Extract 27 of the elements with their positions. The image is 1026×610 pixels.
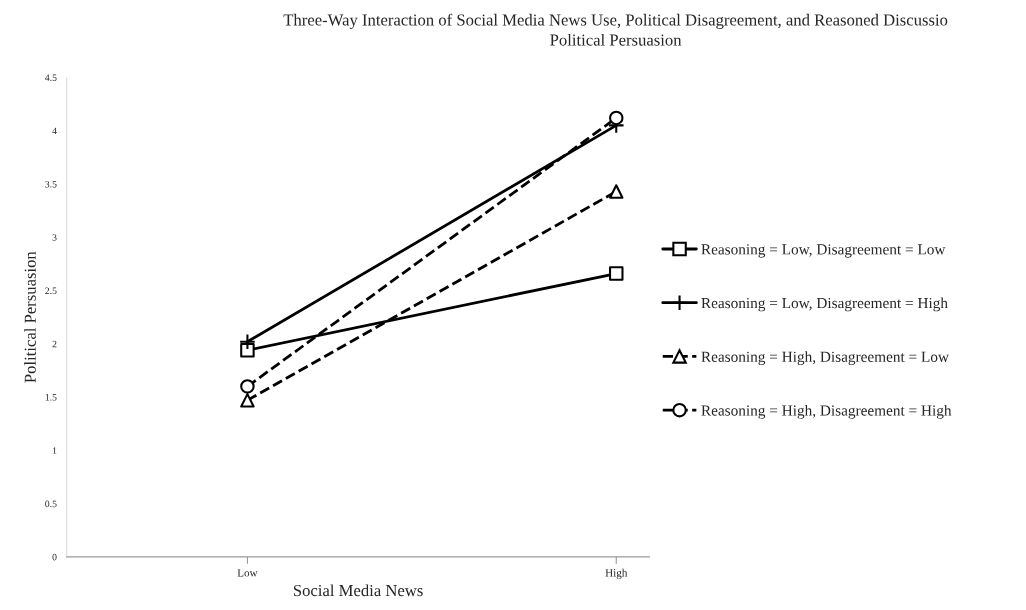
y-tick-label: 2 <box>52 340 57 348</box>
point <box>240 393 255 408</box>
point <box>239 333 256 351</box>
y-tick-label: 1 <box>52 447 57 454</box>
chart-title: Three-Way Interaction of Social Media News Use, Political Disagreement, and Reasoned Discussio <box>283 13 948 30</box>
y-axis-title: Political Persuasion <box>24 251 36 383</box>
x-tick-label: Low <box>237 569 258 577</box>
legend-label: Reasoning = Low, Disagreement = Low <box>701 244 946 258</box>
point <box>609 266 624 281</box>
y-tick-label: 3 <box>52 234 57 241</box>
legend-label: Reasoning = High, Disagreement = High <box>701 404 952 419</box>
x-axis-title: Social Media News <box>293 584 423 597</box>
legend-label: Reasoning = Low, Disagreement = High <box>701 297 948 312</box>
chart-subtitle: Political Persuasion <box>550 33 682 46</box>
y-tick-label: 0.5 <box>45 500 57 508</box>
y-tick-label: 1.5 <box>45 394 57 401</box>
point <box>240 379 255 394</box>
y-tick-label: 2.5 <box>45 287 57 295</box>
y-tick-label: 3.5 <box>45 180 57 188</box>
point <box>609 110 624 126</box>
legend-label: Reasoning = High, Disagreement = Low <box>701 351 949 366</box>
y-tick-label: 4.5 <box>45 74 57 81</box>
point <box>240 342 255 358</box>
y-tick-label: 0 <box>52 553 57 561</box>
y-tick-label: 4 <box>52 127 57 135</box>
x-tick-label: High <box>605 568 628 579</box>
point <box>609 184 624 199</box>
